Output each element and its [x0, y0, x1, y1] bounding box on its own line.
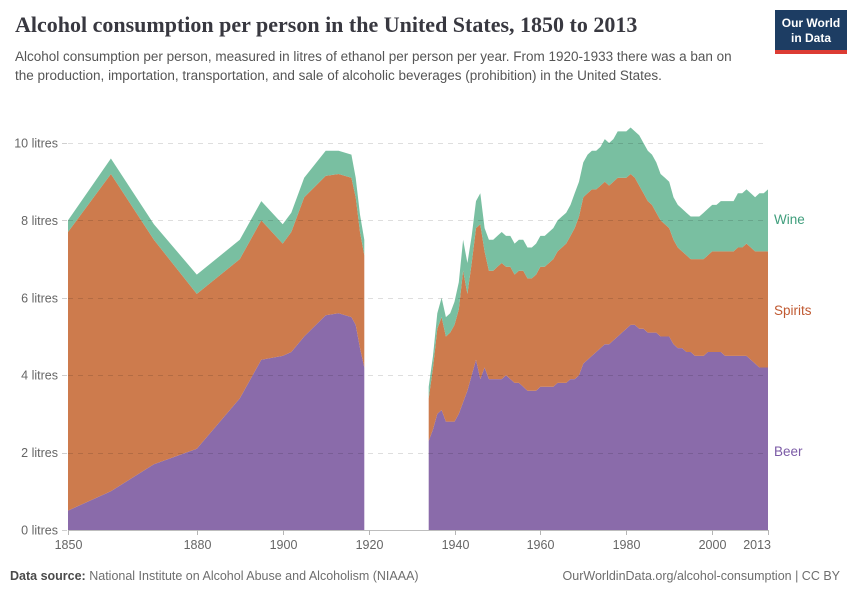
footer-credit: OurWorldinData.org/alcohol-consumption |…	[562, 569, 840, 583]
legend-label-wine: Wine	[774, 212, 805, 227]
x-tick-label: 1940	[442, 538, 470, 552]
x-tick-label: 1850	[55, 538, 83, 552]
x-tick-label: 1880	[184, 538, 212, 552]
x-tick-label: 1960	[527, 538, 555, 552]
page-title: Alcohol consumption per person in the Un…	[15, 12, 638, 37]
area-beer	[428, 324, 768, 530]
area-wine	[68, 150, 365, 294]
chart-subtitle: Alcohol consumption per person, measured…	[15, 49, 732, 83]
area-wine	[428, 127, 768, 399]
y-tick-label: 8 litres	[21, 214, 58, 228]
logo-line-2: in Data	[790, 30, 831, 45]
x-tick-label: 1920	[356, 538, 384, 552]
area-spirits	[68, 174, 365, 511]
area-beer	[68, 313, 365, 530]
owid-logo: Our World in Data	[775, 10, 847, 54]
x-tick-label: 1900	[270, 538, 298, 552]
x-tick-label: 2000	[699, 538, 727, 552]
y-tick-label: 4 litres	[21, 369, 58, 383]
legend-label-beer: Beer	[774, 444, 803, 459]
area-spirits	[428, 174, 768, 441]
footer-source-label: Data source:	[10, 569, 86, 583]
y-tick-label: 0 litres	[21, 524, 58, 538]
logo-line-1: Our World	[781, 16, 841, 30]
y-tick-label: 6 litres	[21, 291, 58, 305]
footer-source-value: National Institute on Alcohol Abuse and …	[89, 569, 419, 583]
y-tick-label: 2 litres	[21, 446, 58, 460]
y-tick-label: 10 litres	[14, 137, 58, 151]
footer-source: Data source: National Institute on Alcoh…	[10, 569, 419, 583]
x-tick-label: 1980	[613, 538, 641, 552]
footer: Data source: National Institute on Alcoh…	[10, 569, 840, 583]
legend-label-spirits: Spirits	[774, 303, 812, 318]
x-tick-label: 2013	[743, 538, 771, 552]
